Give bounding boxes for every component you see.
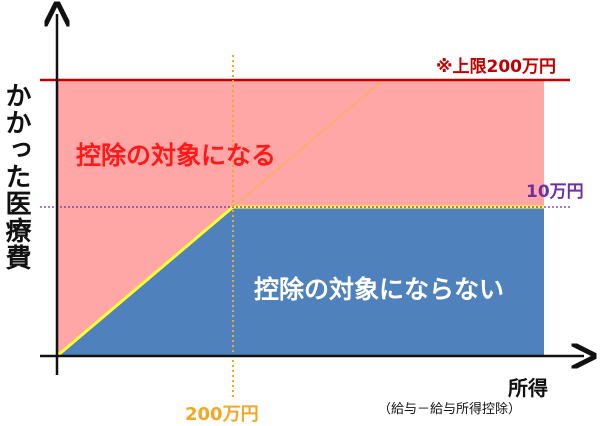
nondeductible-region bbox=[57, 207, 544, 356]
x-axis-label: 所得 bbox=[508, 376, 548, 400]
threshold-label: 10万円 bbox=[526, 182, 584, 202]
y-axis-label: かかった医療費 bbox=[1, 82, 31, 271]
x-axis-note: （給与－給与所得控除） bbox=[378, 402, 522, 417]
x-threshold-label: 200万円 bbox=[185, 404, 259, 425]
diagonal-extension-line bbox=[232, 79, 384, 208]
deductible-region-label: 控除の対象になる bbox=[76, 141, 277, 170]
cap-label: ※上限200万円 bbox=[436, 57, 557, 77]
nondeductible-region-label: 控除の対象にならない bbox=[254, 275, 505, 304]
